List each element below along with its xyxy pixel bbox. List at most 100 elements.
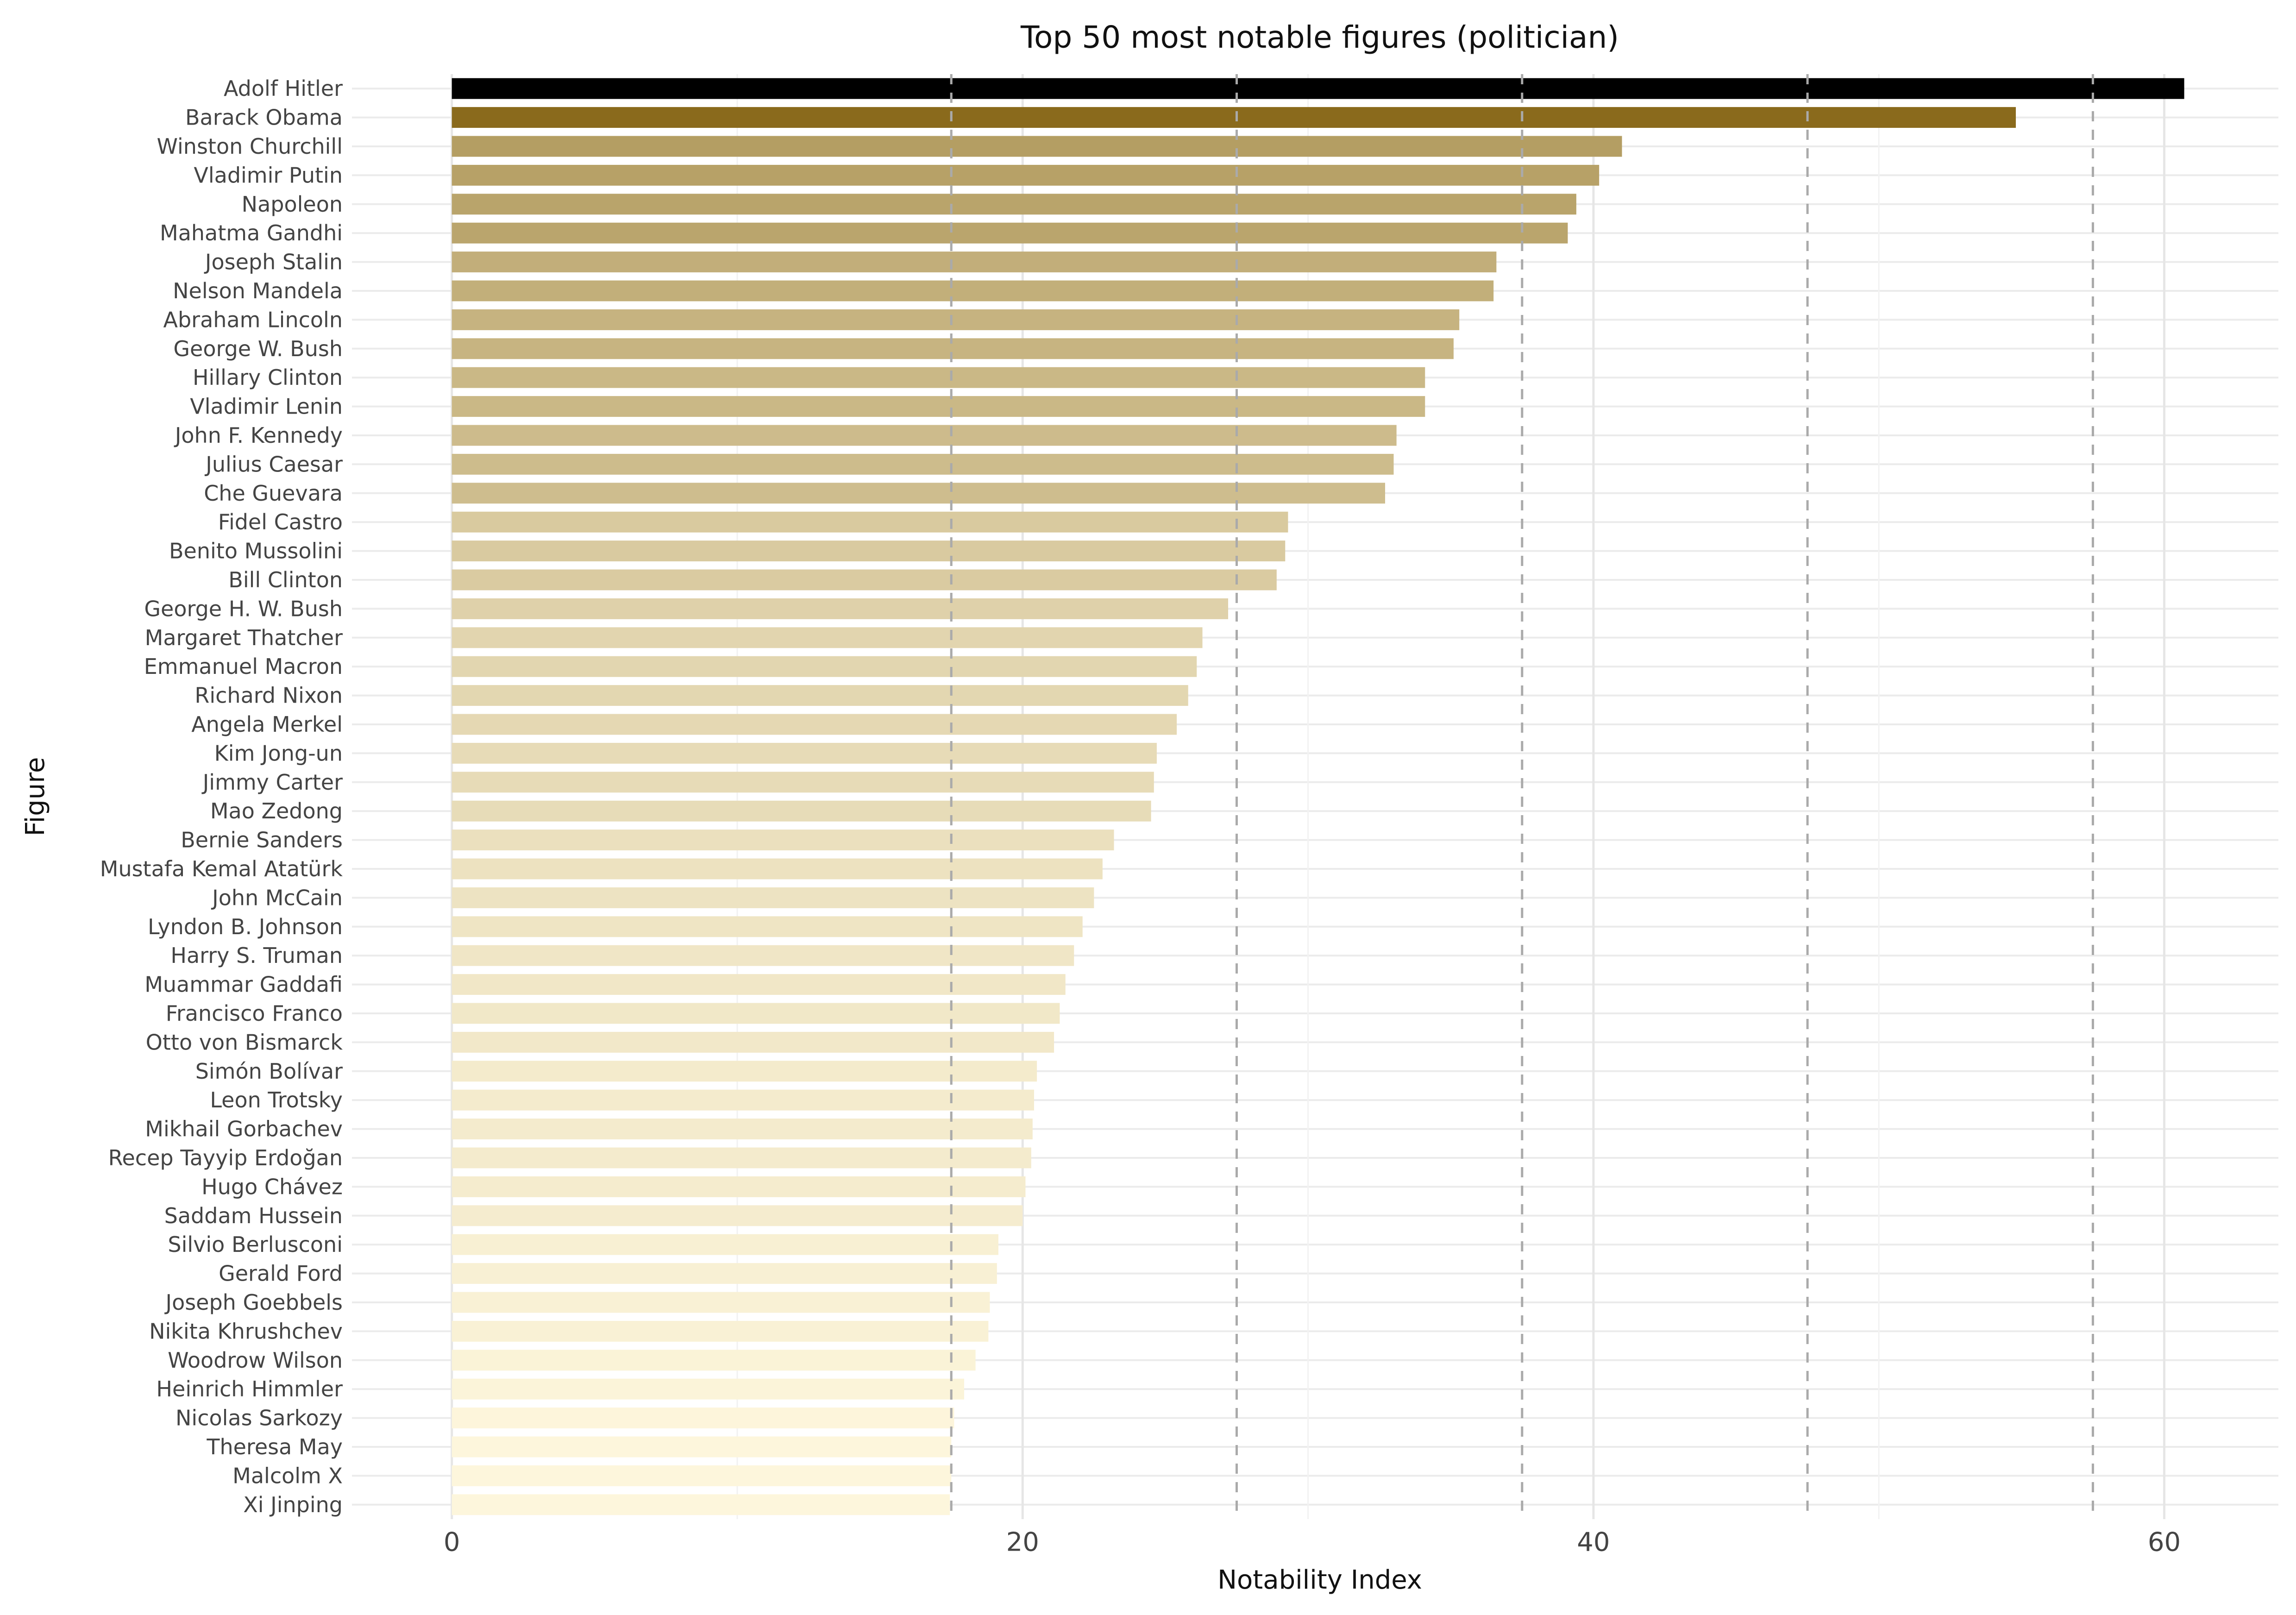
chart-title: Top 50 most notable figures (politician) <box>1020 19 1619 55</box>
bar <box>452 945 1074 966</box>
bar <box>452 1350 976 1371</box>
x-tick-label: 0 <box>444 1527 460 1558</box>
y-tick-label: Vladimir Putin <box>194 163 343 188</box>
y-tick-label: Barack Obama <box>185 105 343 130</box>
y-tick-label: Recep Tayyip Erdoğan <box>108 1145 343 1170</box>
y-tick-labels: Adolf Hitler Barack Obama Winston Churchil… <box>100 76 343 1517</box>
y-tick-label: Bill Clinton <box>228 567 343 592</box>
bar <box>452 1320 989 1342</box>
y-tick-label: Nicolas Sarkozy <box>176 1406 343 1431</box>
y-tick-label: Heinrich Himmler <box>156 1376 343 1401</box>
y-tick-label: Emmanuel Macron <box>144 654 343 679</box>
bar <box>452 858 1103 880</box>
y-tick-label: Lyndon B. Johnson <box>148 914 343 939</box>
y-tick-label: Bernie Sanders <box>181 828 343 853</box>
bar <box>452 280 1494 302</box>
bar <box>452 742 1157 764</box>
y-tick-label: Mustafa Kemal Atatürk <box>100 856 343 881</box>
x-tick-labels: 0 20 40 60 <box>444 1527 2181 1558</box>
y-tick-label: Silvio Berlusconi <box>168 1232 343 1257</box>
y-tick-label: Abraham Lincoln <box>163 307 343 332</box>
bar <box>452 1465 952 1486</box>
bar <box>452 1292 990 1313</box>
bar <box>452 396 1425 417</box>
bar <box>452 483 1385 504</box>
y-tick-label: Xi Jinping <box>243 1492 343 1517</box>
bar <box>452 1408 954 1429</box>
bar <box>452 1263 997 1284</box>
bar <box>452 569 1277 591</box>
bar <box>452 627 1203 648</box>
y-tick-label: Theresa May <box>206 1434 343 1459</box>
bar <box>452 1436 952 1458</box>
y-tick-label: Benito Mussolini <box>169 539 343 564</box>
y-tick-label: Leon Trotsky <box>210 1087 343 1112</box>
y-tick-label: Francisco Franco <box>166 1001 343 1026</box>
y-tick-label: Jimmy Carter <box>201 770 343 795</box>
y-tick-label: Kim Jong-un <box>214 741 343 766</box>
y-tick-label: Nelson Mandela <box>173 278 343 303</box>
y-tick-label: George W. Bush <box>173 336 343 361</box>
bar <box>452 540 1286 562</box>
y-tick-label: Winston Churchill <box>157 134 343 159</box>
bar <box>452 656 1197 677</box>
y-tick-label: Mikhail Gorbachev <box>145 1117 343 1142</box>
bar <box>452 974 1066 995</box>
bar <box>452 453 1394 475</box>
x-tick-label: 60 <box>2148 1527 2181 1558</box>
y-tick-label: Mahatma Gandhi <box>160 220 343 245</box>
bar <box>452 916 1083 937</box>
bar <box>452 1089 1034 1111</box>
bar <box>452 1234 998 1255</box>
y-tick-label: Joseph Goebbels <box>164 1290 343 1315</box>
bar <box>452 1031 1054 1053</box>
bar <box>452 772 1154 793</box>
bar <box>452 685 1188 706</box>
y-tick-label: Richard Nixon <box>194 683 343 708</box>
x-tick-label: 20 <box>1006 1527 1039 1558</box>
y-tick-label: Gerald Ford <box>219 1261 343 1286</box>
y-tick-label: Fidel Castro <box>218 509 343 534</box>
y-axis-title: Figure <box>20 757 50 836</box>
bar <box>452 338 1454 359</box>
y-tick-label: Nikita Khrushchev <box>149 1319 343 1344</box>
bar <box>452 1003 1060 1024</box>
bar <box>452 194 1576 215</box>
y-tick-label: Mao Zedong <box>210 798 343 823</box>
bar <box>452 1205 1023 1226</box>
bar <box>452 511 1288 533</box>
y-tick-label: Napoleon <box>242 192 343 217</box>
y-tick-label: John McCain <box>211 885 343 910</box>
bar <box>452 107 2016 128</box>
y-tick-label: John F. Kennedy <box>174 423 343 448</box>
y-tick-label: Saddam Hussein <box>164 1203 343 1228</box>
bars-layer <box>452 78 2184 1515</box>
bar <box>452 887 1094 908</box>
bar <box>452 78 2184 99</box>
bar <box>452 1147 1031 1169</box>
bar <box>452 598 1229 619</box>
bar <box>452 1176 1026 1197</box>
y-tick-label: Woodrow Wilson <box>168 1348 343 1373</box>
y-tick-label: Otto von Bismarck <box>146 1030 343 1055</box>
y-tick-label: Hugo Chávez <box>201 1174 343 1199</box>
bar <box>452 164 1600 186</box>
bar <box>452 1378 964 1400</box>
y-tick-label: Che Guevara <box>204 481 343 506</box>
bar <box>452 1494 950 1515</box>
y-tick-label: Margaret Thatcher <box>145 625 343 650</box>
y-tick-label: Vladimir Lenin <box>190 394 343 419</box>
bar <box>452 829 1114 851</box>
bar <box>452 251 1497 273</box>
y-tick-label: Hillary Clinton <box>193 365 343 390</box>
y-tick-label: Adolf Hitler <box>224 76 343 101</box>
y-tick-label: Harry S. Truman <box>170 943 343 968</box>
y-tick-label: Muammar Gaddafi <box>144 972 343 997</box>
bar <box>452 1061 1037 1082</box>
bar <box>452 222 1568 244</box>
y-tick-label: George H. W. Bush <box>144 596 343 621</box>
bar <box>452 425 1397 446</box>
y-tick-label: Malcolm X <box>232 1463 343 1488</box>
y-tick-label: Joseph Stalin <box>204 250 343 275</box>
